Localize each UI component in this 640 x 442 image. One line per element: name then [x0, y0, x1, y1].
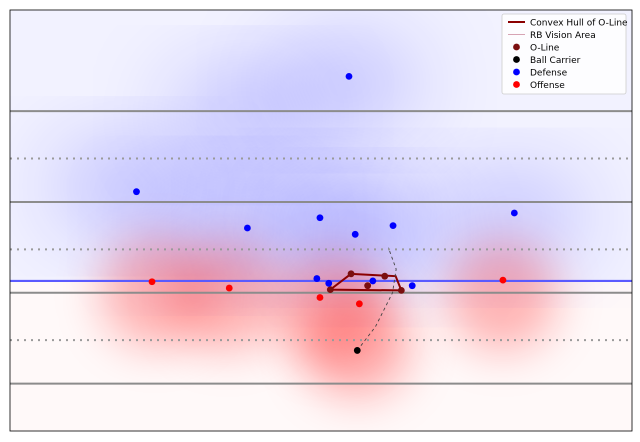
- legend-label-convex-hull-of-o-line: Convex Hull of O-Line: [530, 18, 628, 28]
- point-defense: [325, 279, 333, 287]
- density-blob-red: [172, 241, 283, 352]
- density-blob-blue: [271, 38, 422, 129]
- point-defense: [351, 230, 359, 238]
- point-offense: [316, 294, 324, 301]
- point-defense: [133, 188, 140, 196]
- point-ball-carrier: [353, 347, 361, 354]
- point-defense: [316, 214, 324, 222]
- point-defense: [408, 282, 416, 290]
- point-defense: [345, 72, 353, 80]
- legend-marker-defense: [513, 68, 520, 76]
- yard-lines: [10, 110, 632, 385]
- point-o-line: [381, 272, 389, 280]
- legend-label-defense: Defense: [530, 68, 568, 78]
- legend-label-ball-carrier: Ball Carrier: [530, 56, 581, 66]
- density-blob-red: [276, 253, 387, 364]
- point-defense: [510, 209, 518, 217]
- point-defense: [389, 222, 397, 230]
- point-defense: [369, 277, 377, 285]
- legend-box: [501, 13, 627, 95]
- legend-marker-offense: [513, 81, 520, 88]
- legend-marker-ball-carrier: [513, 56, 520, 63]
- legend: Convex Hull of O-Line RB Vision Area O-Lin…: [501, 13, 628, 95]
- series-rb-vision-area: [356, 247, 397, 351]
- density-blob-blue: [49, 141, 200, 232]
- point-o-line: [364, 282, 372, 290]
- point-defense: [313, 275, 321, 282]
- legend-label-o-line: O-Line: [530, 43, 560, 53]
- legend-marker-o-line: [513, 43, 520, 51]
- point-defense: [243, 224, 251, 232]
- point-offense: [499, 276, 507, 284]
- axes-frame: [9, 9, 633, 432]
- series-layer: [133, 72, 518, 354]
- density-blob-blue: [437, 172, 588, 263]
- point-offense: [225, 284, 233, 292]
- point-o-line: [326, 286, 334, 294]
- density-blob-red: [447, 241, 558, 352]
- point-o-line: [347, 270, 355, 278]
- legend-label-offense: Offense: [530, 81, 565, 91]
- point-o-line: [397, 287, 405, 294]
- legend-label-rb-vision-area: RB Vision Area: [530, 31, 596, 41]
- point-offense: [355, 300, 363, 308]
- point-offense: [148, 278, 156, 286]
